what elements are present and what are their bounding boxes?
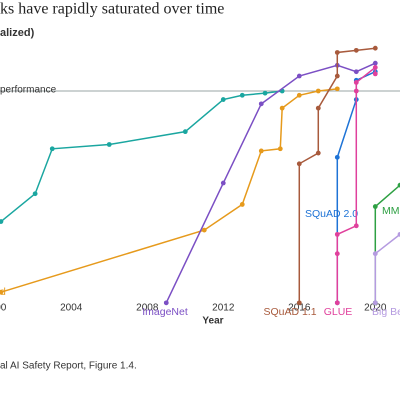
data-point [334, 154, 340, 160]
data-point [296, 92, 302, 98]
series-line [336, 65, 377, 303]
x-tick-label: 2016 [288, 303, 311, 314]
chart-subtitle: alized) [0, 27, 35, 39]
data-point [334, 300, 340, 306]
data-point [372, 60, 378, 66]
data-point [315, 150, 321, 156]
data-point [334, 73, 340, 79]
data-point [334, 50, 340, 55]
x-axis-label: Year [202, 316, 223, 327]
data-point [258, 148, 264, 154]
series-label: ImageNet [142, 306, 188, 318]
series-label: SQuAD 1.1 [263, 306, 316, 318]
data-point [296, 161, 302, 167]
data-point [182, 129, 188, 135]
data-point [334, 251, 340, 257]
x-tick-label: 2008 [136, 303, 159, 314]
x-tick-label: 2004 [60, 303, 83, 314]
series-line [298, 47, 376, 303]
data-point [277, 146, 283, 152]
data-point [296, 300, 302, 306]
data-point [239, 202, 245, 207]
data-point [397, 231, 400, 237]
data-point [353, 88, 359, 94]
data-point [0, 219, 4, 224]
data-point [163, 300, 169, 306]
chart-title: ks have rapidly saturated over time [0, 1, 224, 18]
data-point [372, 45, 378, 51]
data-point [372, 251, 378, 257]
series-line [165, 62, 376, 304]
x-tick-label: 2012 [212, 303, 235, 314]
data-point [279, 105, 285, 111]
data-point [0, 289, 4, 295]
data-point [353, 69, 359, 75]
data-point [334, 86, 340, 92]
data-point [49, 146, 55, 152]
data-point [296, 73, 302, 79]
data-point [353, 47, 359, 53]
series-label: GLUE [324, 306, 353, 318]
data-point [397, 182, 400, 188]
data-point [315, 88, 321, 94]
data-point [220, 97, 226, 102]
series-label: SQuAD 2.0 [305, 208, 358, 220]
x-tick-label: 2020 [364, 303, 387, 314]
data-point [239, 92, 245, 98]
data-point [334, 231, 340, 237]
x-tick-label: 2000 [0, 303, 7, 314]
series-label: d [0, 286, 6, 298]
series-line [0, 88, 338, 293]
series-line [374, 233, 400, 303]
data-point [106, 142, 112, 147]
data-point [220, 180, 226, 186]
data-point [372, 300, 378, 306]
data-point [258, 101, 264, 107]
series-label: Big Ben [372, 306, 400, 318]
data-point [372, 71, 378, 77]
series-line [0, 90, 283, 223]
data-point [262, 90, 268, 96]
data-point [32, 191, 38, 197]
data-point [201, 227, 207, 233]
data-point [353, 223, 359, 229]
data-point [372, 204, 378, 209]
series-label: MML [382, 205, 400, 217]
source-note: al AI Safety Report, Figure 1.4. [0, 361, 137, 372]
data-point [315, 105, 321, 111]
data-point [353, 80, 359, 85]
reference-label: performance [0, 85, 57, 96]
data-point [372, 65, 378, 70]
